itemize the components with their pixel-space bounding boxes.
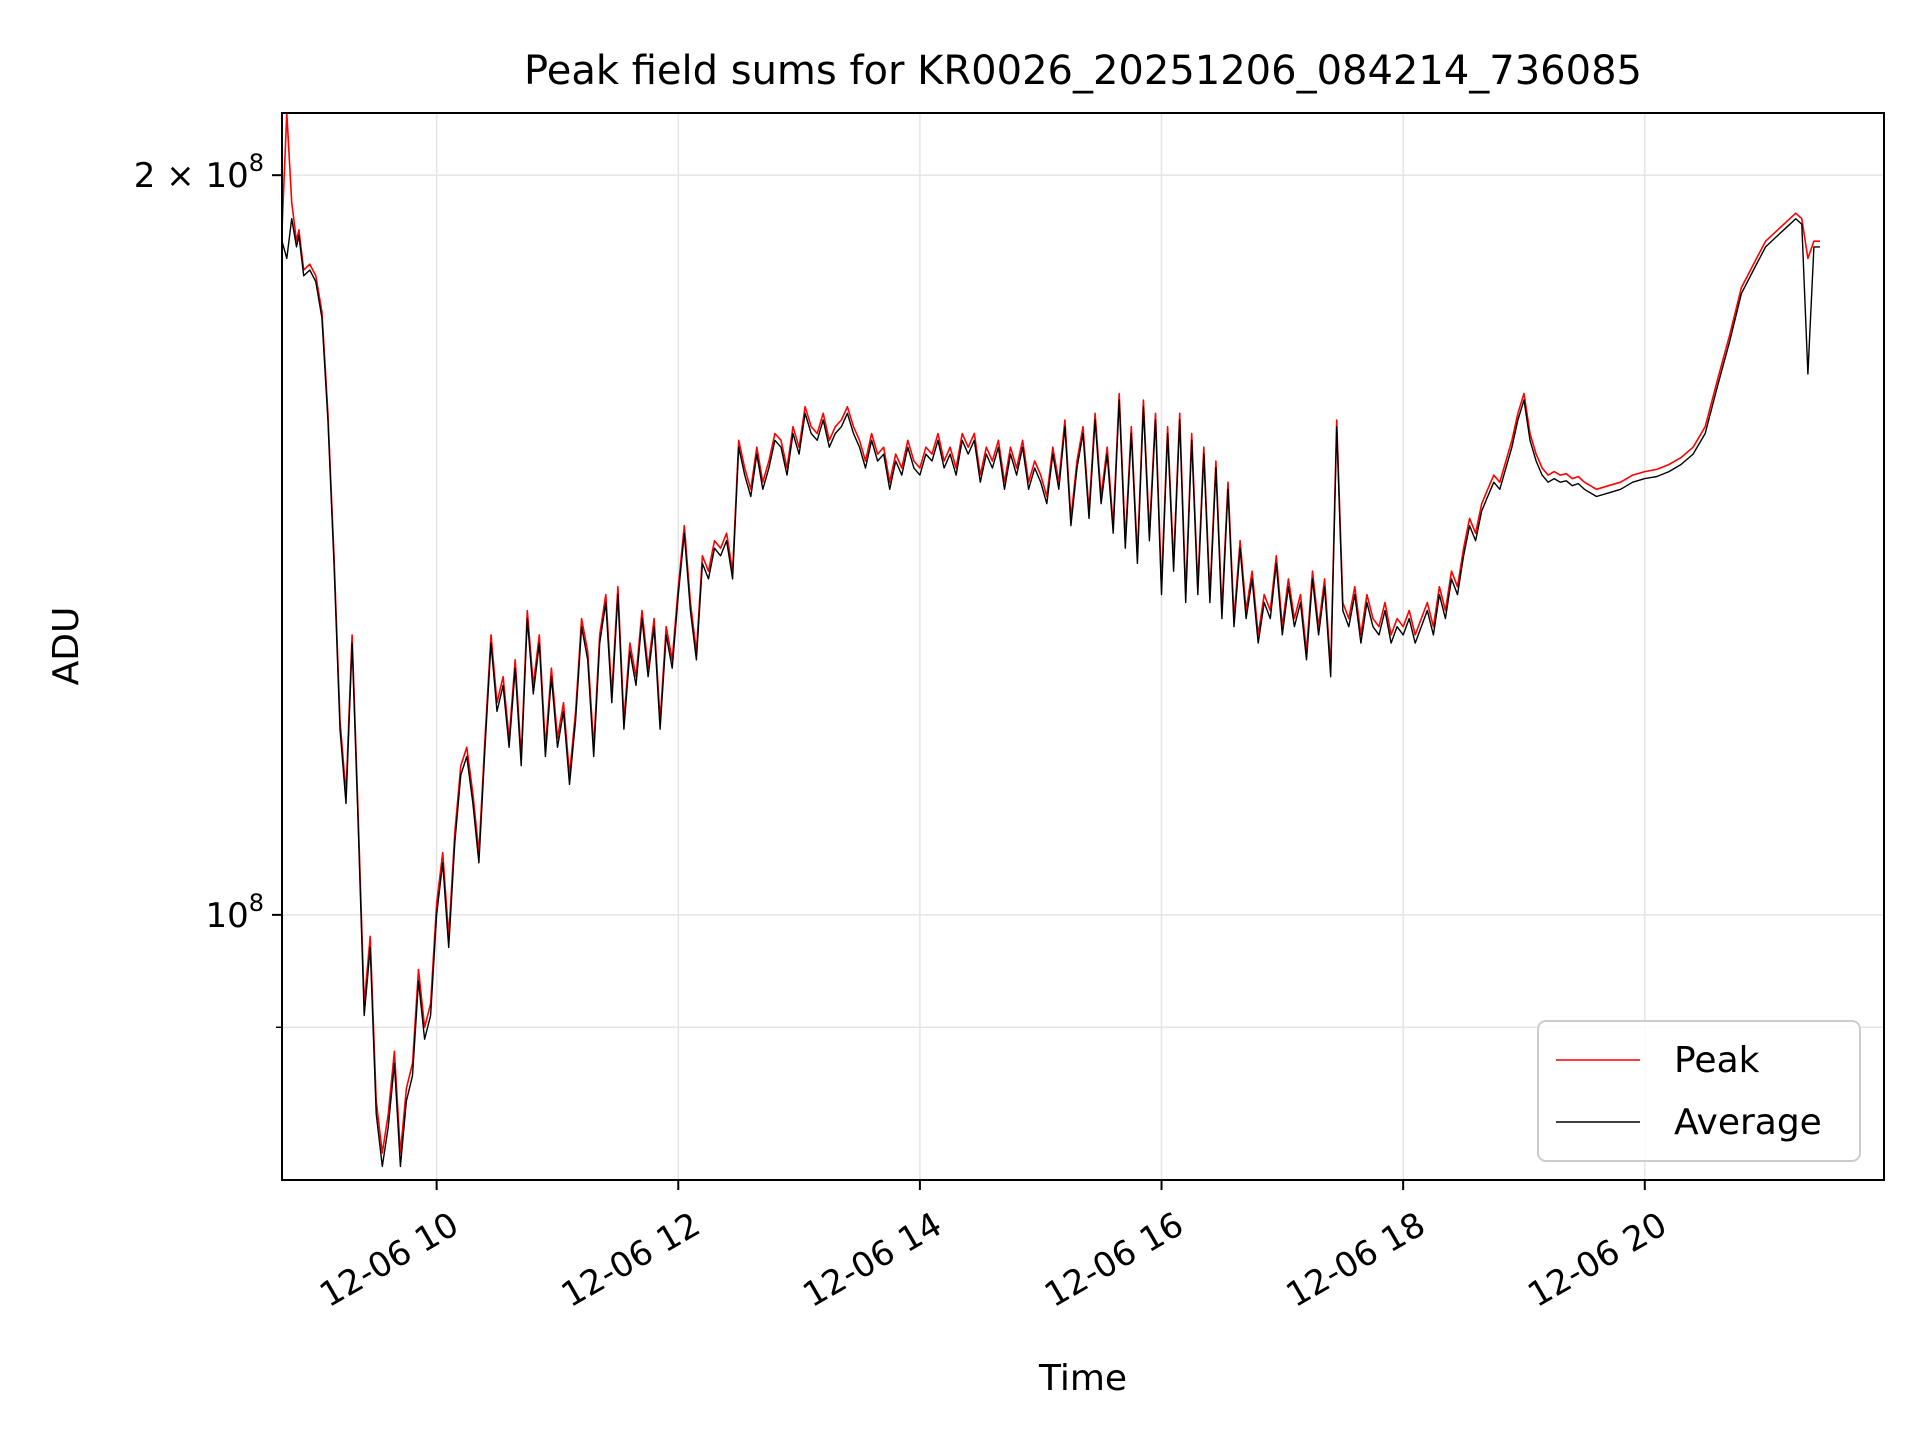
legend-frame (1537, 1020, 1861, 1162)
chart-title: Peak field sums for KR0026_20251206_0842… (524, 48, 1642, 94)
x-axis-label: Time (1038, 1358, 1127, 1399)
y-axis-label: ADU (46, 607, 87, 686)
y-tick-label: 2 × 108 (134, 149, 264, 196)
y-tick-exponent: 8 (249, 149, 264, 177)
y-tick-base: 10 (205, 896, 248, 936)
y-tick-exponent: 8 (249, 889, 264, 917)
y-tick-base: 10 (205, 156, 248, 196)
y-tick-coefficient: 2 × (134, 156, 206, 196)
y-tick-label: 108 (205, 889, 264, 936)
series-line-average (282, 217, 1820, 1168)
legend: Peak Average (1537, 1020, 1861, 1162)
legend-label-average: Average (1674, 1102, 1822, 1143)
plot-frame (281, 112, 1885, 1181)
series-lines (282, 113, 1820, 1168)
legend-label-peak: Peak (1674, 1040, 1760, 1081)
